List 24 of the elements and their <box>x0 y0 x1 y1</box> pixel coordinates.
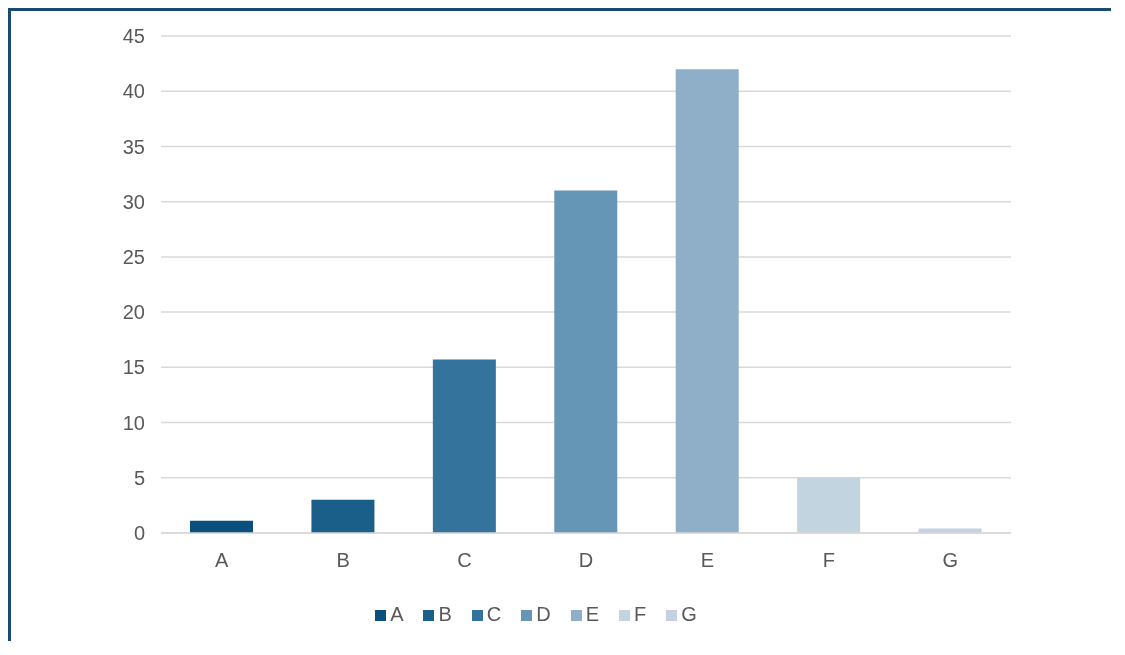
legend-label: A <box>390 603 404 625</box>
x-tick-label: E <box>700 549 715 572</box>
legend-label: B <box>438 603 452 625</box>
x-tick-label: F <box>822 549 835 572</box>
y-tick-label: 35 <box>122 135 145 158</box>
y-tick-label: 45 <box>122 25 145 48</box>
x-tick-label: B <box>336 549 350 572</box>
y-tick-label: 0 <box>133 522 145 545</box>
y-tick-label: 25 <box>122 245 145 268</box>
legend-label: D <box>536 603 551 625</box>
y-tick-label: 15 <box>122 356 145 379</box>
x-tick-label: C <box>457 549 472 572</box>
x-tick-label: A <box>215 549 230 572</box>
y-tick-label: 5 <box>133 466 145 489</box>
x-tick-label: D <box>578 549 594 572</box>
legend-label: C <box>486 603 502 625</box>
x-tick-label: G <box>942 549 959 572</box>
y-tick-label: 30 <box>122 190 145 213</box>
legend-label: F <box>634 603 647 625</box>
legend-label: G <box>681 603 697 625</box>
legend-label: E <box>585 603 600 625</box>
y-tick-label: 20 <box>122 301 145 324</box>
y-tick-label: 40 <box>122 80 145 103</box>
y-tick-label: 10 <box>122 411 145 434</box>
